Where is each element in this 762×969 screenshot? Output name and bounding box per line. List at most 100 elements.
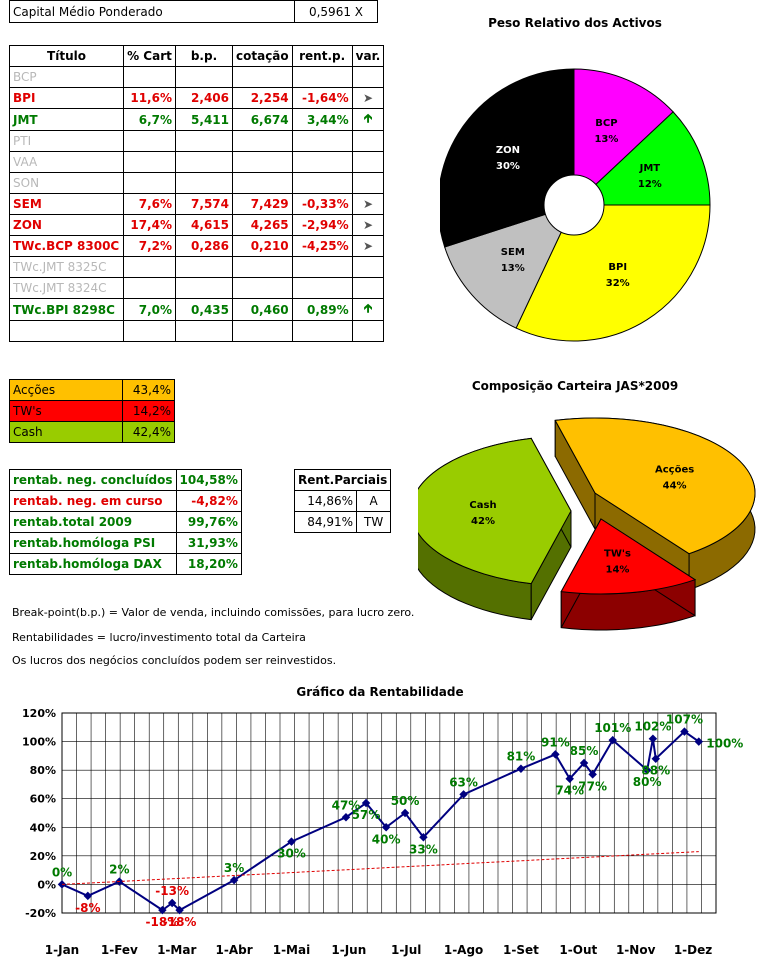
asset-cotacao — [232, 66, 293, 88]
composition-row: TW's 14,2% — [9, 400, 175, 422]
data-label: 100% — [706, 737, 743, 751]
returns-label: rentab. neg. em curso — [9, 490, 177, 512]
partial-row: 84,91% TW — [294, 511, 392, 533]
data-point — [361, 798, 371, 808]
data-label: 81% — [507, 750, 536, 764]
asset-var — [351, 256, 385, 278]
data-point — [158, 905, 167, 915]
asset-bp — [175, 172, 233, 194]
asset-bp — [175, 256, 233, 278]
data-label: 2% — [109, 863, 129, 877]
data-label: 0% — [52, 865, 72, 879]
asset-cart: 11,6% — [123, 87, 176, 109]
asset-name: TWc.BPI 8298C — [9, 298, 124, 321]
pie-hole — [543, 174, 605, 236]
benchmark-line — [61, 851, 699, 885]
asset-cotacao — [232, 256, 293, 278]
table-row: ZON 17,4% 4,615 4,265 -2,94% ➤ — [9, 214, 385, 236]
table-row: VAA — [9, 151, 385, 173]
asset-name: ZON — [9, 214, 124, 236]
returns-table: rentab. neg. concluídos 104,58% rentab. ne… — [9, 469, 242, 575]
arrow-right-icon: ➤ — [362, 197, 374, 211]
table-row: PTI — [9, 130, 385, 152]
asset-bp: 7,574 — [175, 193, 233, 215]
data-point — [83, 891, 93, 901]
composition-value: 43,4% — [122, 379, 175, 401]
asset-cart: 6,7% — [123, 108, 176, 131]
asset-bp: 2,406 — [175, 87, 233, 109]
y-tick-label: 120% — [22, 707, 56, 720]
returns-label: rentab. neg. concluídos — [9, 469, 177, 491]
asset-bp: 4,615 — [175, 214, 233, 236]
pie-slice-value: 30% — [496, 161, 520, 172]
pie-slice — [554, 417, 756, 555]
partial-returns-table: Rent.Parciais 14,86% A 84,91% TW — [293, 469, 392, 533]
arrow-right-icon: ➤ — [362, 218, 374, 232]
partial-value: 84,91% — [294, 511, 357, 533]
asset-var: ➤ — [351, 193, 385, 215]
portfolio-header-cell: rent.p. — [291, 45, 353, 67]
asset-bp: 0,286 — [175, 235, 233, 257]
portfolio-header-row: Título% Cart b.p. cotação rent.p. var. — [9, 45, 385, 67]
partial-header: Rent.Parciais — [293, 469, 392, 491]
asset-name: SON — [9, 172, 124, 194]
data-label: 63% — [449, 775, 478, 789]
asset-var: ➤ — [351, 214, 385, 236]
x-tick-label: 1-Fev — [101, 943, 138, 957]
data-point — [287, 837, 296, 846]
asset-cotacao: 7,429 — [232, 193, 293, 215]
data-point — [57, 880, 67, 889]
asset-name: VAA — [9, 151, 124, 173]
asset-var: ➤ — [351, 235, 385, 257]
pie-slice — [418, 437, 572, 585]
partial-value: 14,86% — [294, 490, 357, 512]
table-row: TWc.BPI 8298C 7,0% 0,435 0,460 0,89% 🡱 — [9, 298, 385, 321]
arrow-up-icon: 🡱 — [363, 301, 373, 315]
returns-value: 31,93% — [175, 532, 242, 554]
pie-composition-title: Composição Carteira JAS*2009 — [471, 379, 679, 393]
asset-cart: 17,4% — [123, 214, 176, 236]
line-chart: -20% 0% 20% 40% 60% 80% 100% 120% 1-Jan 1-Fev 1-Ma… — [22, 707, 743, 957]
composition-value: 14,2% — [122, 400, 175, 422]
table-row: JMT 6,7% 5,411 6,674 3,44% 🡱 — [9, 108, 385, 131]
pie-slice — [573, 68, 674, 207]
asset-bp — [175, 130, 233, 152]
asset-rent: 0,89% — [291, 298, 353, 321]
asset-name: PTI — [9, 130, 124, 152]
pie-slice — [515, 204, 711, 342]
asset-bp — [175, 320, 233, 342]
data-point — [459, 790, 468, 799]
data-label: 3% — [224, 861, 244, 875]
asset-var — [351, 130, 385, 152]
composition-label: Cash — [9, 421, 123, 443]
pie-assets-title: Peso Relativo dos Activos — [488, 16, 662, 30]
asset-name: BCP — [9, 66, 124, 88]
partial-row: 14,86% A — [294, 490, 392, 512]
table-row: TWc.JMT 8324C — [9, 277, 385, 299]
asset-var: 🡱 — [351, 298, 385, 321]
data-label: 88% — [641, 764, 670, 778]
asset-name: TWc.JMT 8325C — [9, 256, 124, 278]
x-tick-label: 1-Set — [503, 943, 539, 957]
composition-label: TW's — [9, 400, 123, 422]
asset-rent — [291, 256, 353, 278]
composition-value: 42,4% — [122, 421, 175, 443]
data-label: 102% — [634, 720, 671, 734]
data-label: 74% — [555, 784, 584, 798]
data-label: 107% — [666, 713, 703, 727]
portfolio-header-cell: b.p. — [175, 45, 233, 67]
capital-label: Capital Médio Ponderado — [9, 0, 295, 23]
asset-var — [351, 277, 385, 299]
y-tick-label: 100% — [22, 736, 56, 749]
asset-var — [351, 320, 385, 342]
asset-cart — [123, 277, 176, 299]
asset-rent — [291, 151, 353, 173]
asset-cotacao: 4,265 — [232, 214, 293, 236]
returns-label: rentab.homóloga PSI — [9, 532, 177, 554]
asset-cotacao — [232, 320, 293, 342]
asset-cotacao: 2,254 — [232, 87, 293, 109]
pie-composition-chart: Acções 44% TW's 14% Cash 42% — [418, 417, 756, 631]
asset-cart — [123, 66, 176, 88]
pie-slice — [560, 518, 697, 595]
asset-name: SEM — [9, 193, 124, 215]
